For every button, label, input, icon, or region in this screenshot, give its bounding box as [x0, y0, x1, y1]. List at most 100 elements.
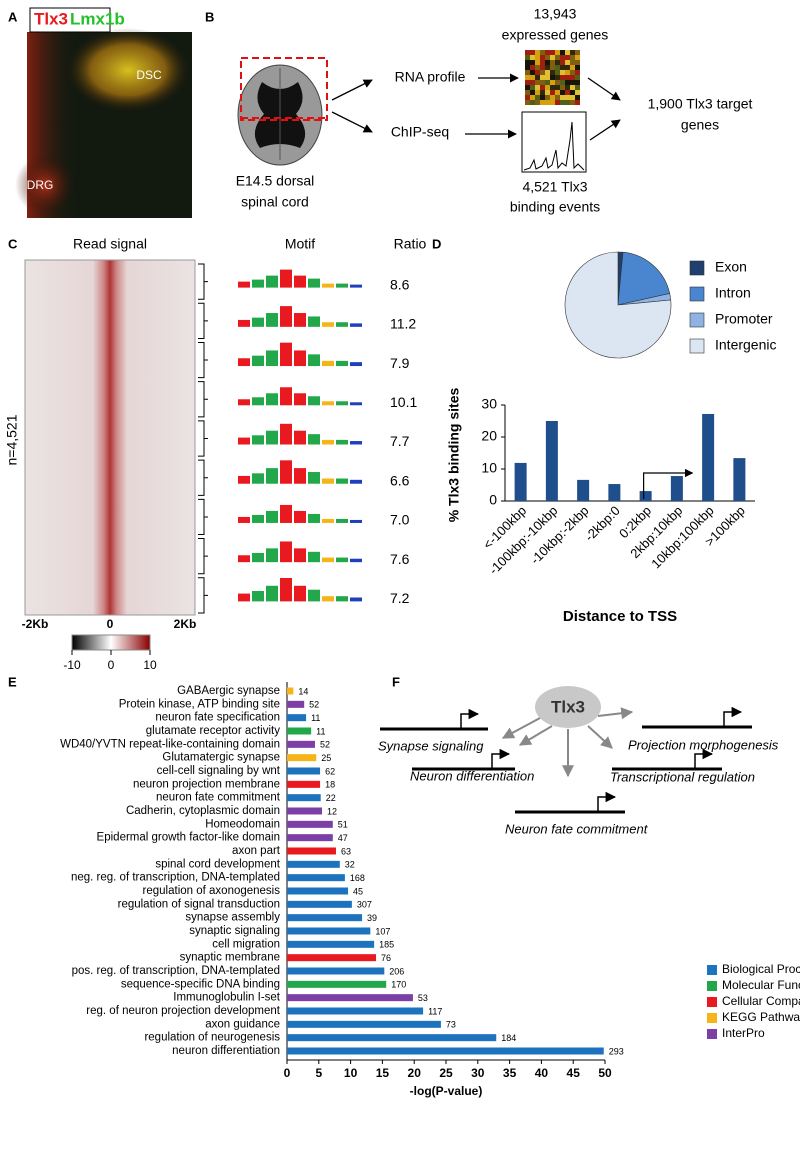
bracket: [198, 498, 208, 536]
heatmap-cell: [570, 75, 575, 80]
motif-glyph: [252, 590, 264, 602]
heatmap-cell: [550, 60, 555, 65]
heatmap-cell: [565, 55, 570, 60]
heatmap-cell: [565, 50, 570, 55]
heatmap-cell: [535, 90, 540, 95]
bar: [287, 980, 387, 988]
count-label: 14: [298, 686, 308, 696]
colorbar-tick-label: -10: [63, 658, 81, 672]
ratio: 7.2: [390, 590, 410, 606]
ratio: 8.6: [390, 276, 410, 292]
spinal-cord-icon: [237, 57, 328, 166]
motif-glyph: [252, 355, 264, 367]
motif-glyph: [266, 393, 278, 406]
motif-glyph: [294, 510, 306, 523]
output-label: genes: [681, 117, 719, 133]
heatmap-cell: [540, 70, 545, 75]
heatmap-cell: [575, 80, 580, 85]
x-tick-label: 10: [344, 1066, 358, 1080]
count-label: 170: [391, 980, 406, 990]
target-label: Neuron fate commitment: [505, 821, 649, 836]
result-label: 13,943: [534, 6, 577, 22]
category-label: regulation of signal transduction: [118, 898, 280, 910]
target-label: Synapse signaling: [378, 738, 484, 753]
motif-glyph: [322, 322, 334, 327]
legend-swatch: [707, 965, 717, 975]
flow-arrows: [331, 73, 621, 141]
motif-glyph: [350, 362, 362, 367]
heatmap-cell: [550, 75, 555, 80]
target-label: Projection morphogenesis: [628, 737, 779, 752]
heatmap-cell: [525, 60, 530, 65]
heatmap-cell: [570, 55, 575, 60]
x-tick-label: 40: [535, 1066, 549, 1080]
bar: [514, 462, 527, 501]
y-tick-label: 30: [481, 396, 497, 412]
heatmap-cell: [525, 90, 530, 95]
heatmap-cell: [560, 95, 565, 100]
motif-glyph: [336, 283, 348, 288]
category-label: synaptic membrane: [180, 952, 280, 964]
ratio: 11.2: [390, 316, 416, 332]
heatmap-cell: [570, 95, 575, 100]
chip-track: [523, 121, 585, 171]
x-tick-label: 5: [315, 1066, 322, 1080]
column-heading: Motif: [285, 236, 315, 252]
heatmap-cell: [545, 90, 550, 95]
motif-glyph: [336, 360, 348, 367]
ratio: 7.0: [390, 512, 410, 528]
heatmap-cell: [545, 70, 550, 75]
ratio: 7.7: [390, 433, 410, 449]
heatmap-cell: [530, 85, 535, 90]
heatmap-cell: [525, 100, 530, 105]
colorbar: [71, 634, 151, 651]
heatmap-cell: [540, 55, 545, 60]
legend-label: Biological Process: [722, 962, 800, 976]
count-label: 47: [338, 833, 348, 843]
panel-label: F: [392, 674, 400, 689]
heatmap-cell: [530, 100, 535, 105]
heatmap-cell: [550, 85, 555, 90]
motif-glyph: [308, 472, 320, 484]
pie-slice: [617, 251, 671, 306]
bracket: [198, 302, 208, 339]
category-label: sequence-specific DNA binding: [121, 978, 280, 990]
motif-glyph: [238, 437, 250, 445]
column-heading: Read signal: [73, 236, 147, 252]
regulation-diagram: [380, 686, 752, 814]
bar: [287, 687, 294, 695]
count-label: 11: [311, 713, 320, 723]
heatmap-cell: [545, 95, 550, 100]
motif-glyph: [280, 460, 292, 484]
bar: [287, 834, 333, 842]
count-label: 184: [501, 1033, 516, 1043]
bracket: [198, 577, 208, 614]
heatmap-cell: [560, 65, 565, 70]
heatmap-cell: [560, 55, 565, 60]
heatmap-cell: [540, 100, 545, 105]
heatmap-cell: [560, 80, 565, 85]
heatmap-cell: [555, 90, 560, 95]
heatmap-cell: [530, 80, 535, 85]
motif-glyph: [350, 323, 362, 327]
heatmap-cell: [575, 50, 580, 55]
count-label: 206: [389, 966, 404, 976]
count-label: 53: [418, 993, 428, 1003]
heatmap-cell: [540, 60, 545, 65]
bracket: [198, 341, 208, 379]
heatmap-cell: [560, 85, 565, 90]
count-label: 52: [309, 700, 319, 710]
x-tick-label: 45: [567, 1066, 581, 1080]
motif-glyph: [350, 402, 362, 406]
motif-glyph: [280, 306, 292, 327]
x-tick-label: 20: [408, 1066, 422, 1080]
category-label: Immunoglobulin I-set: [173, 992, 281, 1004]
heatmap-cell: [560, 75, 565, 80]
target-label: Neuron differentiation: [410, 768, 534, 783]
category-label: Protein kinase, ATP binding site: [119, 698, 280, 710]
motif-glyph: [266, 313, 278, 327]
heatmap-cell: [565, 65, 570, 70]
bar: [733, 458, 746, 501]
count-label: 45: [353, 886, 363, 896]
category-label: neg. reg. of transcription, DNA-template…: [71, 872, 280, 884]
